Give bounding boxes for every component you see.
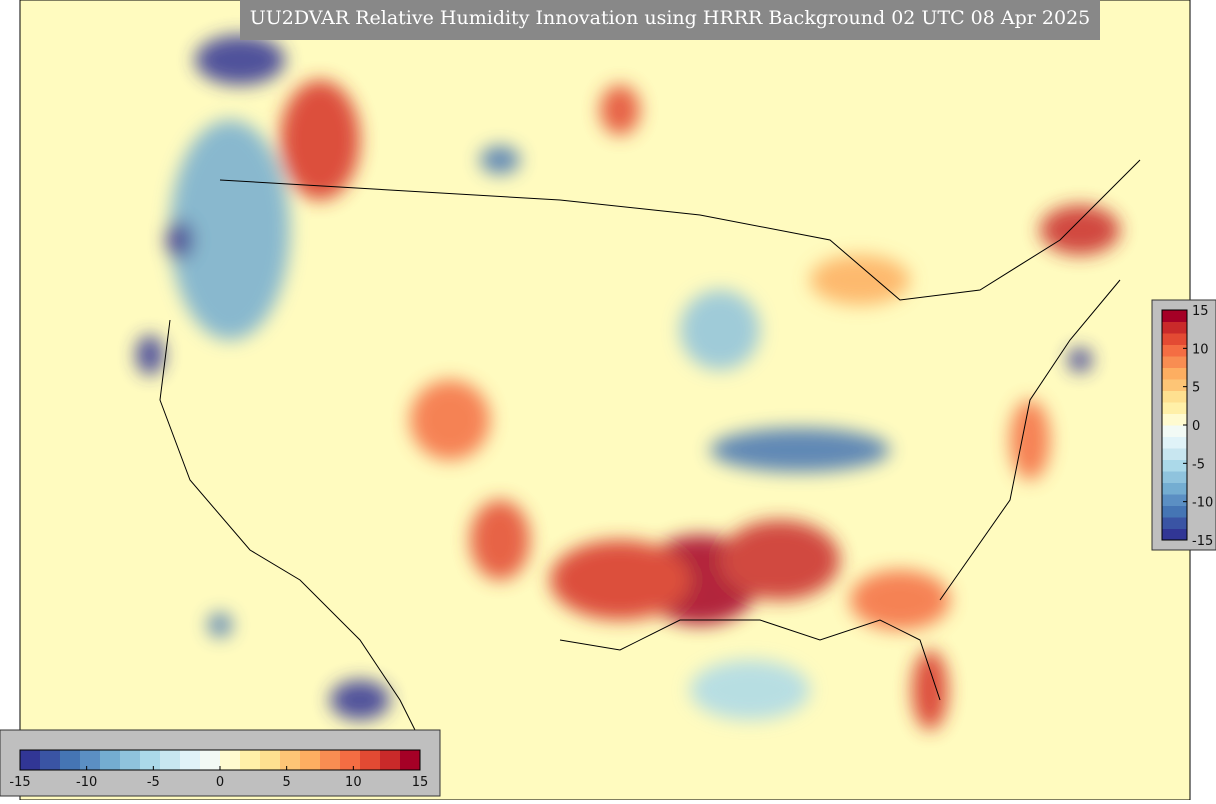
tick-label: -5	[147, 775, 160, 790]
tick-label: 15	[412, 775, 429, 790]
tick-label: -10	[1192, 496, 1213, 511]
color-step	[20, 750, 41, 770]
border	[219, 159, 1141, 301]
tick-label: -15	[1192, 534, 1213, 549]
tick-label: -10	[76, 775, 97, 790]
color-step	[60, 750, 81, 770]
color-step	[1162, 471, 1187, 483]
color-step	[1162, 528, 1187, 541]
color-step	[1162, 482, 1187, 495]
color-step	[200, 750, 221, 770]
color-step	[80, 750, 101, 770]
coastline	[159, 319, 431, 761]
color-step	[140, 750, 161, 770]
color-step	[1162, 390, 1187, 403]
tick-label: 10	[1192, 342, 1209, 357]
humidity-field	[136, 35, 1120, 730]
color-step	[300, 750, 321, 770]
color-step	[1162, 402, 1187, 414]
tick-label: 5	[283, 775, 291, 790]
color-step	[1162, 448, 1187, 460]
color-step	[260, 750, 281, 770]
color-step	[1162, 413, 1187, 426]
coastline	[939, 279, 1121, 601]
color-step	[1162, 517, 1187, 529]
color-step	[1162, 321, 1187, 334]
colorbar-vertical: -15 -10 -5 0 5 10 15	[1161, 304, 1213, 549]
color-step	[1162, 356, 1187, 368]
color-step	[360, 750, 381, 770]
tick-label: -15	[9, 775, 30, 790]
color-step	[1162, 367, 1187, 380]
color-step	[1162, 344, 1187, 357]
color-step	[340, 750, 361, 770]
tick-label: 5	[1192, 381, 1200, 396]
map-title: UU2DVAR Relative Humidity Innovation usi…	[250, 7, 1091, 29]
colorbar-horizontal: -15 -10 -5 0 5 10 15	[9, 749, 429, 790]
color-step	[160, 750, 181, 770]
boundaries	[159, 159, 1141, 761]
color-step	[220, 750, 241, 770]
color-step	[1162, 310, 1187, 322]
color-step	[380, 750, 401, 770]
color-step	[180, 750, 201, 770]
color-step	[1162, 333, 1187, 345]
tick-label: 10	[345, 775, 362, 790]
color-step	[1162, 494, 1187, 506]
color-step	[400, 750, 421, 770]
color-step	[40, 750, 61, 770]
color-step	[1162, 425, 1187, 437]
coastline	[559, 619, 941, 701]
color-step	[1162, 459, 1187, 472]
title-box	[240, 0, 1100, 40]
color-step	[1162, 505, 1187, 518]
tick-label: -5	[1192, 457, 1205, 472]
color-step	[240, 750, 261, 770]
color-step	[320, 750, 341, 770]
tick-label: 0	[1192, 419, 1200, 434]
color-step	[100, 750, 121, 770]
tick-label: 0	[216, 775, 224, 790]
color-step	[1162, 436, 1187, 449]
color-step	[1162, 379, 1187, 391]
color-step	[280, 750, 301, 770]
color-step	[120, 750, 141, 770]
tick-label: 15	[1192, 304, 1209, 319]
